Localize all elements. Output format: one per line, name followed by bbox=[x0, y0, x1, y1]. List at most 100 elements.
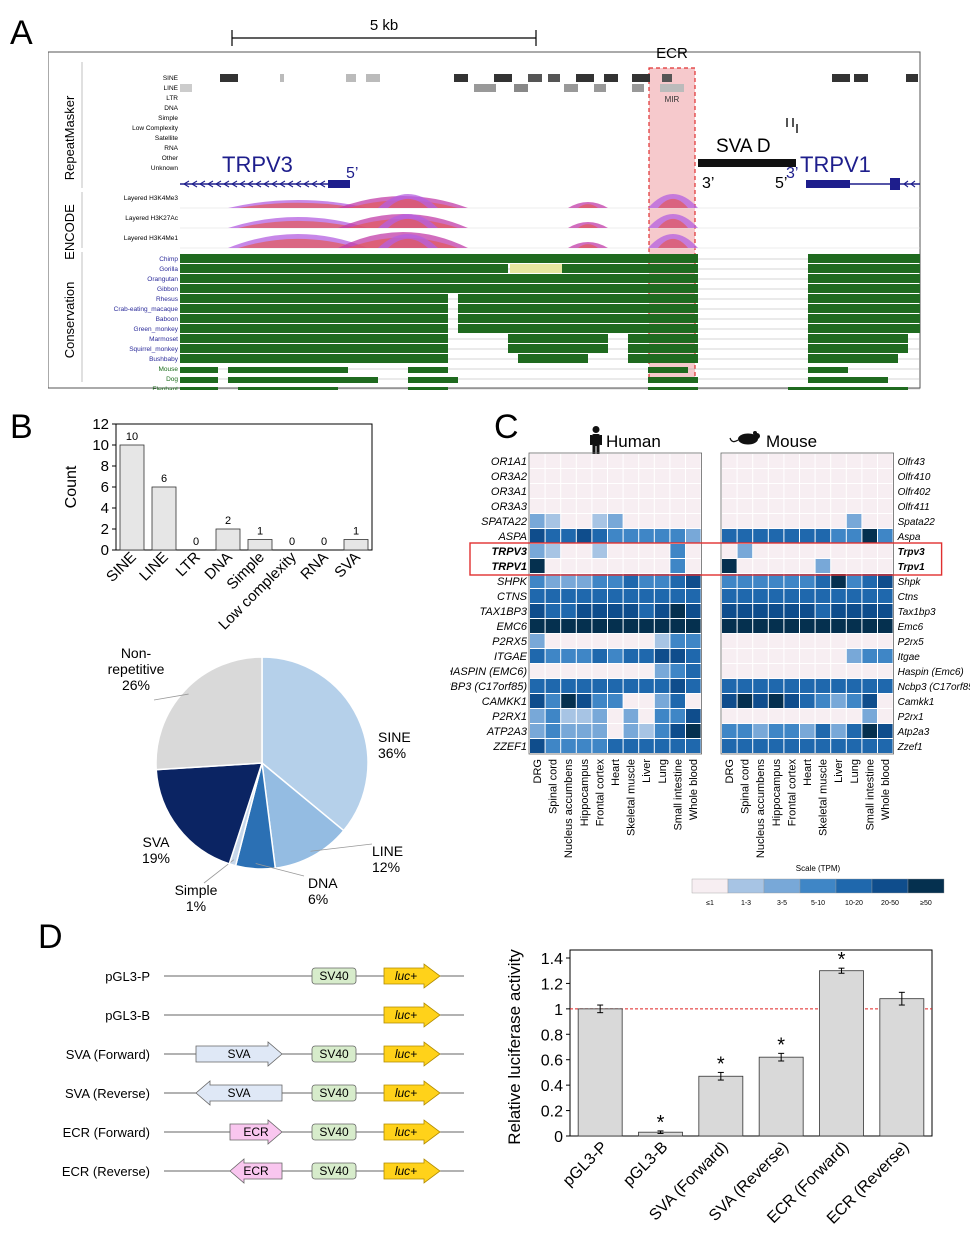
repeat-block bbox=[796, 124, 798, 133]
human-gene-label: P2RX1 bbox=[492, 711, 527, 723]
heatmap-cell bbox=[722, 544, 737, 558]
count-value-label: 2 bbox=[225, 515, 231, 527]
significance-mark: * bbox=[717, 1053, 725, 1075]
heatmap-cell bbox=[878, 544, 893, 558]
heatmap-cell bbox=[561, 559, 576, 573]
heatmap-cell bbox=[815, 484, 831, 498]
conservation-block bbox=[458, 314, 698, 323]
heatmap-cell bbox=[530, 739, 545, 753]
repeat-block bbox=[660, 84, 684, 92]
heatmap-cell bbox=[831, 514, 846, 528]
heatmap-cell bbox=[576, 499, 592, 513]
count-tick-label: 12 bbox=[92, 416, 109, 433]
tissue-label: DRG bbox=[532, 759, 544, 783]
luciferase-chart: 0 0.2 0.4 0.6 0.8 1 1.2 1.4 Relative luciferase … bbox=[505, 949, 933, 1228]
ecr-label: ECR bbox=[656, 45, 688, 62]
heatmap-cell bbox=[530, 589, 545, 603]
heatmap-cell bbox=[639, 499, 654, 513]
sv40-label: SV40 bbox=[319, 1164, 349, 1178]
species-label: Dog bbox=[166, 376, 178, 383]
repeat-composition-figure: 024681012Count10SINE6LINE0LTR2DNA1Simple… bbox=[63, 416, 411, 914]
conservation-block bbox=[180, 367, 218, 373]
heatmap-cell bbox=[737, 694, 753, 708]
count-bar bbox=[119, 444, 145, 551]
conservation-block bbox=[180, 387, 218, 390]
panel-label-d: D bbox=[38, 918, 63, 956]
conservation-block bbox=[228, 367, 348, 373]
heatmap-cell bbox=[639, 454, 654, 468]
heatmap-cell bbox=[686, 634, 701, 648]
heatmap-cell bbox=[737, 604, 753, 618]
heatmap-cell bbox=[831, 484, 846, 498]
tissue-label: Heart bbox=[610, 759, 622, 786]
heatmap-cell bbox=[753, 529, 768, 543]
heatmap-cell bbox=[784, 634, 799, 648]
heatmap-cell bbox=[686, 514, 701, 528]
scale-label: 3-5 bbox=[777, 900, 787, 907]
heatmap-cell bbox=[608, 454, 623, 468]
heatmap-cell bbox=[737, 559, 753, 573]
human-gene-label: ATP2A3 bbox=[486, 726, 528, 738]
heatmap-cell bbox=[878, 724, 893, 738]
heatmap-cell bbox=[831, 544, 846, 558]
heatmap-cell bbox=[608, 499, 623, 513]
scale-label: ≤1 bbox=[706, 900, 714, 907]
heatmap-cell bbox=[768, 724, 784, 738]
tissue-label: Small intestine bbox=[864, 759, 876, 831]
pie-pct: 26% bbox=[122, 677, 150, 693]
heatmap-cell bbox=[576, 724, 592, 738]
heatmap-cell bbox=[737, 529, 753, 543]
heatmap-cell bbox=[592, 589, 607, 603]
heatmap-cell bbox=[654, 574, 670, 588]
heatmap-cell bbox=[784, 484, 799, 498]
heatmap-cell bbox=[784, 469, 799, 483]
scale-bar-label: 5 kb bbox=[370, 17, 398, 34]
heatmap-cell bbox=[545, 589, 561, 603]
human-gene-label: ITGAE bbox=[494, 651, 528, 663]
luc-label: luc+ bbox=[395, 1086, 417, 1100]
mouse-gene-label: Tax1bp3 bbox=[898, 607, 936, 618]
count-value-label: 0 bbox=[289, 536, 295, 548]
heatmap-cell bbox=[592, 694, 607, 708]
section-repeatmasker: RepeatMasker bbox=[62, 95, 77, 180]
heatmap-cell bbox=[784, 724, 799, 738]
luc-tick-label: 1 bbox=[554, 1002, 563, 1019]
heatmap-cell bbox=[753, 574, 768, 588]
scale-label: 5-10 bbox=[811, 900, 825, 907]
sv40-box bbox=[311, 1162, 357, 1180]
heatmap-cell bbox=[654, 469, 670, 483]
species-label: Squirrel_monkey bbox=[129, 346, 179, 353]
heatmap-cell bbox=[592, 604, 607, 618]
heatmap-cell bbox=[846, 604, 862, 618]
heatmap-cell bbox=[623, 469, 639, 483]
trpv3-5prime: 5’ bbox=[346, 165, 358, 182]
heatmap-cell bbox=[831, 574, 846, 588]
heatmap-cell bbox=[862, 634, 877, 648]
heatmap-cell bbox=[623, 634, 639, 648]
human-gene-label: HASPIN (EMC6) bbox=[450, 666, 527, 678]
conservation-block bbox=[180, 334, 448, 343]
conservation-block bbox=[180, 264, 508, 273]
heatmap-cell bbox=[530, 619, 545, 633]
heatmap-cell bbox=[862, 529, 877, 543]
heatmap-cell bbox=[784, 589, 799, 603]
heatmap-cell bbox=[722, 589, 737, 603]
heatmap-cell bbox=[722, 499, 737, 513]
heatmap-cell bbox=[831, 679, 846, 693]
heatmap-cell bbox=[831, 694, 846, 708]
count-tick-label: 8 bbox=[101, 458, 109, 475]
heatmap-cell bbox=[784, 664, 799, 678]
tissue-label: Spinal cord bbox=[548, 759, 560, 814]
heatmap-cell bbox=[545, 574, 561, 588]
heatmap-cell bbox=[753, 679, 768, 693]
heatmap-cell bbox=[753, 649, 768, 663]
heatmap-cell bbox=[623, 739, 639, 753]
repeat-block bbox=[594, 84, 606, 92]
heatmap-cell bbox=[831, 619, 846, 633]
heatmap-cell bbox=[862, 679, 877, 693]
repeat-block bbox=[604, 74, 618, 82]
heatmap-cell bbox=[800, 664, 815, 678]
human-gene-label: SHPK bbox=[497, 576, 528, 588]
heatmap-cell bbox=[592, 469, 607, 483]
heatmap-cell bbox=[862, 739, 877, 753]
